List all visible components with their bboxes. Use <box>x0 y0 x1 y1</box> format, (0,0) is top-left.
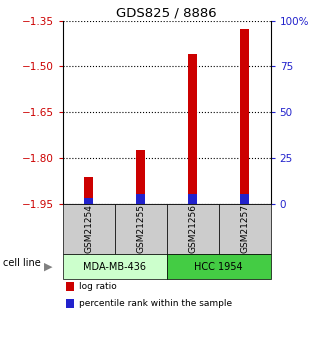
Bar <box>136 150 145 204</box>
Text: HCC 1954: HCC 1954 <box>194 262 243 272</box>
Text: GSM21255: GSM21255 <box>136 204 145 253</box>
Bar <box>84 177 93 204</box>
Text: GSM21257: GSM21257 <box>240 204 249 253</box>
Bar <box>136 195 145 204</box>
Text: log ratio: log ratio <box>79 282 117 291</box>
Text: ▶: ▶ <box>44 262 52 272</box>
Bar <box>240 195 249 204</box>
Bar <box>240 29 249 204</box>
Text: GSM21256: GSM21256 <box>188 204 197 253</box>
Title: GDS825 / 8886: GDS825 / 8886 <box>116 7 217 20</box>
Bar <box>188 195 197 204</box>
Bar <box>84 198 93 204</box>
Text: percentile rank within the sample: percentile rank within the sample <box>79 299 232 308</box>
Bar <box>188 54 197 204</box>
Text: GSM21254: GSM21254 <box>84 204 93 253</box>
Text: MDA-MB-436: MDA-MB-436 <box>83 262 146 272</box>
Text: cell line: cell line <box>3 258 41 268</box>
